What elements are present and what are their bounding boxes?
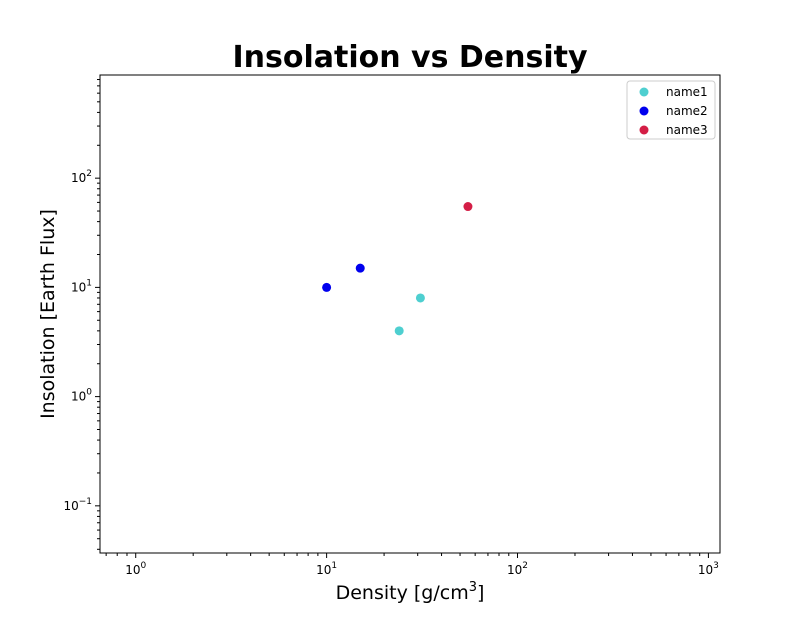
x-axis-label-superscript: 3 <box>469 580 477 595</box>
y-axis-label: Insolation [Earth Flux] <box>37 209 59 419</box>
x-tick-exponent: 2 <box>522 561 528 571</box>
y-tick-label: 102 <box>71 169 92 185</box>
plot-area-frame <box>99 74 721 554</box>
x-axis-label: Density [g/cm3] <box>336 580 485 604</box>
legend-label-name1: name1 <box>666 85 708 99</box>
chart-title: Insolation vs Density <box>232 40 587 75</box>
data-points <box>322 202 473 336</box>
y-tick-exponent: 0 <box>86 388 92 398</box>
y-tick-base: 10 <box>71 171 86 185</box>
x-tick-base: 10 <box>507 563 522 577</box>
x-tick-exponent: 3 <box>713 561 719 571</box>
data-point-name2 <box>322 282 332 292</box>
y-tick-label: 100 <box>71 388 92 404</box>
y-tick-exponent: 2 <box>86 169 92 179</box>
x-tick-label: 102 <box>507 561 528 577</box>
y-tick-exponent: −1 <box>79 497 92 507</box>
data-point-name1 <box>394 326 404 336</box>
x-tick-label: 101 <box>316 561 337 577</box>
x-tick-label: 100 <box>125 561 146 577</box>
legend: name1 name2 name3 <box>626 80 716 140</box>
y-tick-base: 10 <box>71 280 86 294</box>
x-tick-base: 10 <box>316 563 331 577</box>
data-point-name1 <box>415 293 425 303</box>
data-point-name3 <box>463 202 473 212</box>
legend-label-name2: name2 <box>666 104 708 118</box>
y-tick-label: 101 <box>71 278 92 294</box>
y-tick-label: 10−1 <box>63 497 92 513</box>
legend-marker-name1 <box>639 87 649 97</box>
y-tick-exponent: 1 <box>86 278 92 288</box>
x-tick-exponent: 0 <box>140 561 146 571</box>
y-tick-base: 10 <box>71 390 86 404</box>
legend-marker-name2 <box>639 106 649 116</box>
x-tick-base: 10 <box>125 563 140 577</box>
y-tick-base: 10 <box>63 499 78 513</box>
x-tick-exponent: 1 <box>331 561 337 571</box>
legend-label-name3: name3 <box>666 123 708 137</box>
x-axis-label-text: Density [g/cm <box>336 582 469 604</box>
legend-box <box>626 80 716 140</box>
data-point-name2 <box>355 263 365 273</box>
legend-marker-name3 <box>639 125 649 135</box>
x-axis-label-end: ] <box>477 582 484 604</box>
x-tick-label: 103 <box>698 561 719 577</box>
x-tick-base: 10 <box>698 563 713 577</box>
x-axis-ticks: 100 101 102 103 <box>105 553 719 577</box>
